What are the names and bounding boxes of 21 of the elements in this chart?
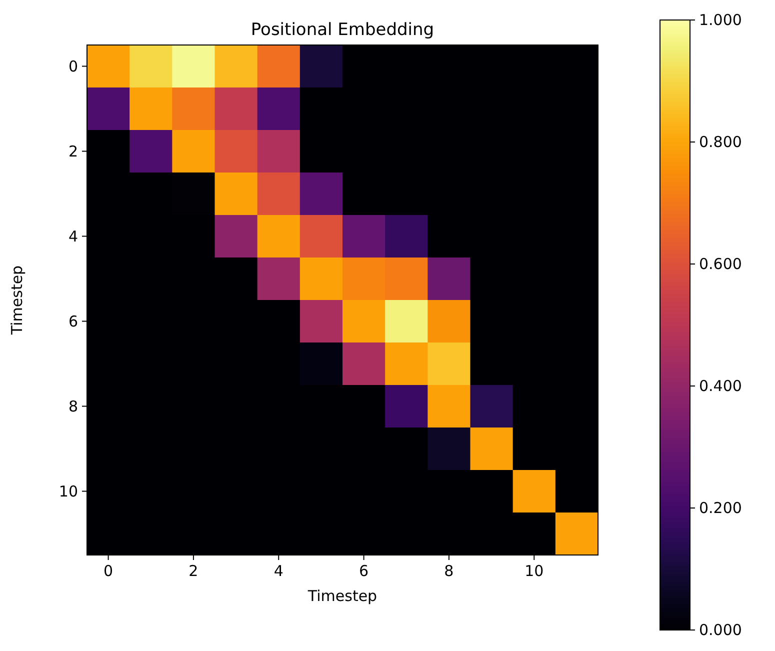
color-bar-label: 0.200 — [699, 499, 742, 517]
y-tick-label: 4 — [68, 227, 78, 246]
color-bar-label: 0.600 — [699, 255, 742, 273]
x-tick-label: 8 — [444, 562, 454, 580]
x-tick-label: 2 — [188, 562, 198, 580]
x-tick-label: 0 — [104, 562, 114, 580]
y-tick-label: 0 — [68, 57, 78, 76]
y-axis-title: Timestep — [8, 265, 26, 336]
color-bar-label: 1.000 — [699, 11, 742, 29]
y-tick-label: 10 — [58, 482, 78, 500]
x-tick-label: 10 — [524, 562, 544, 580]
y-tick-label: 6 — [68, 312, 78, 330]
x-axis-title: Timestep — [306, 587, 378, 605]
y-tick-label: 8 — [68, 397, 78, 416]
x-tick-label: 4 — [274, 562, 284, 580]
x-tick-label: 6 — [359, 562, 369, 580]
color-bar-label: 0.000 — [699, 621, 742, 639]
color-bar-label: 0.400 — [699, 377, 742, 395]
color-bar-label: 0.800 — [699, 133, 742, 151]
y-tick-label: 2 — [68, 142, 78, 160]
chart-title: Positional Embedding — [250, 20, 434, 40]
